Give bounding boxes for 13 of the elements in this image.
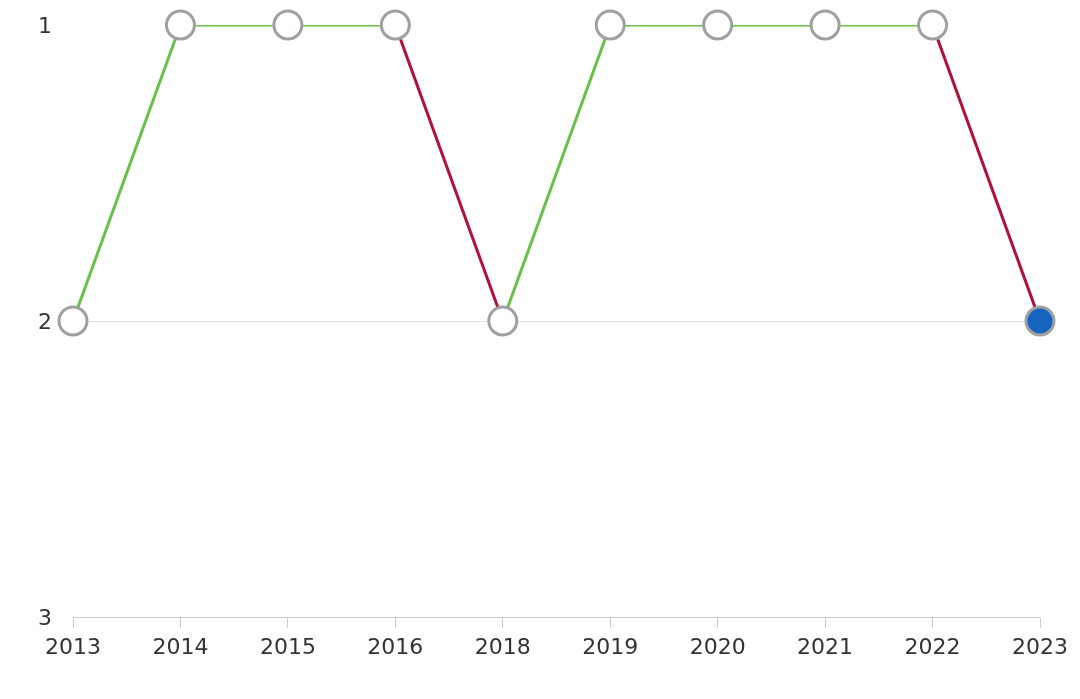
x-tick-label: 2018 bbox=[474, 634, 531, 660]
x-tick-label: 2020 bbox=[689, 634, 746, 660]
x-tick-label: 2014 bbox=[152, 634, 209, 660]
x-tick-label: 2013 bbox=[45, 634, 101, 660]
x-tick-label: 2016 bbox=[367, 634, 424, 660]
x-tick-label: 2015 bbox=[259, 634, 316, 660]
x-tick-label: 2023 bbox=[1012, 634, 1068, 660]
x-tick-label: 2019 bbox=[582, 634, 639, 660]
y-tick-label: 1 bbox=[38, 12, 52, 38]
x-tick-label: 2022 bbox=[904, 634, 961, 660]
y-tick-label: 3 bbox=[38, 604, 52, 630]
x-tick-label: 2021 bbox=[797, 634, 854, 660]
y-tick-label: 2 bbox=[38, 308, 52, 334]
